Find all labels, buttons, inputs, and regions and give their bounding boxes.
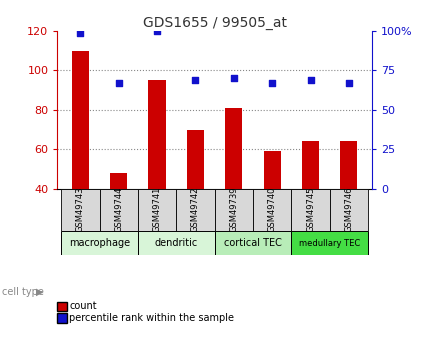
- Bar: [138, 231, 215, 255]
- Bar: [253, 189, 291, 231]
- Bar: [110, 173, 128, 189]
- Text: GSM49743: GSM49743: [76, 187, 85, 233]
- Bar: [72, 51, 89, 189]
- Bar: [330, 189, 368, 231]
- Bar: [138, 189, 176, 231]
- Text: percentile rank within the sample: percentile rank within the sample: [69, 313, 234, 323]
- Bar: [99, 189, 138, 231]
- Point: [346, 80, 352, 86]
- Text: GSM49741: GSM49741: [153, 187, 162, 233]
- Point: [115, 80, 122, 86]
- Point: [307, 77, 314, 83]
- Bar: [291, 231, 368, 255]
- Bar: [340, 141, 357, 189]
- Bar: [215, 189, 253, 231]
- Bar: [291, 189, 330, 231]
- Bar: [215, 231, 291, 255]
- Point: [154, 28, 161, 34]
- Text: GSM49740: GSM49740: [268, 187, 277, 233]
- Text: cell type: cell type: [2, 287, 44, 296]
- Text: cortical TEC: cortical TEC: [224, 238, 282, 248]
- Point: [230, 76, 237, 81]
- Text: medullary TEC: medullary TEC: [299, 238, 360, 247]
- Point: [192, 77, 199, 83]
- Bar: [225, 108, 242, 189]
- Point: [77, 30, 84, 36]
- Title: GDS1655 / 99505_at: GDS1655 / 99505_at: [143, 16, 286, 30]
- Text: GSM49745: GSM49745: [306, 187, 315, 233]
- Text: ▶: ▶: [36, 287, 44, 296]
- Bar: [302, 141, 319, 189]
- Point: [269, 80, 275, 86]
- Text: macrophage: macrophage: [69, 238, 130, 248]
- Text: count: count: [69, 302, 97, 311]
- Text: dendritic: dendritic: [155, 238, 198, 248]
- Bar: [176, 189, 215, 231]
- Text: GSM49746: GSM49746: [344, 187, 353, 233]
- Text: GSM49744: GSM49744: [114, 187, 123, 233]
- Bar: [264, 151, 281, 189]
- Bar: [187, 130, 204, 189]
- Bar: [148, 80, 166, 189]
- Text: GSM49742: GSM49742: [191, 187, 200, 233]
- Bar: [61, 231, 138, 255]
- Bar: [61, 189, 99, 231]
- Text: GSM49739: GSM49739: [230, 187, 238, 233]
